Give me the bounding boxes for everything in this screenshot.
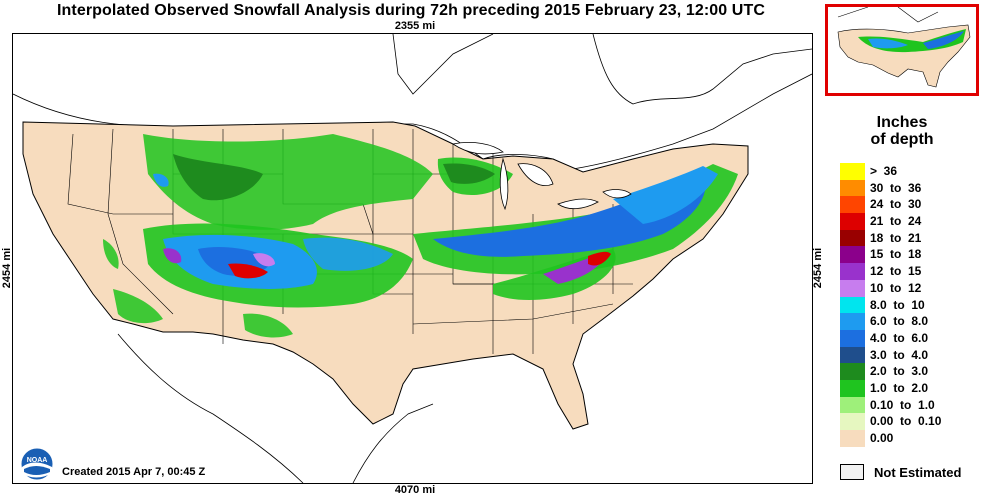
legend-swatch xyxy=(840,296,865,314)
legend-swatch xyxy=(840,263,865,280)
noaa-logo-icon: NOAA xyxy=(20,447,54,481)
legend-swatch xyxy=(840,363,865,380)
legend-swatch xyxy=(840,196,865,214)
snowfall-regions xyxy=(103,134,738,338)
legend-range-label: 18 to 21 xyxy=(870,230,922,245)
legend-range-label: 21 to 24 xyxy=(870,214,922,229)
legend-title-line1: Inches xyxy=(876,114,928,131)
legend-title: Inches of depth xyxy=(826,114,978,148)
map-title: Interpolated Observed Snowfall Analysis … xyxy=(57,2,765,19)
legend-range-label: 3.0 to 4.0 xyxy=(870,347,929,362)
right-distance-label: 2454 mi xyxy=(812,247,824,289)
legend-swatch xyxy=(840,229,865,247)
legend-swatch xyxy=(840,179,865,197)
legend-range-label: 6.0 to 8.0 xyxy=(870,314,929,329)
quebec-coast xyxy=(592,34,812,105)
mexico-outline xyxy=(117,333,434,483)
legend-swatch xyxy=(840,413,865,430)
legend-range-label: > 36 xyxy=(870,164,898,178)
snowfall-map-svg xyxy=(13,34,812,483)
top-distance-label: 2355 mi xyxy=(394,20,436,32)
bottom-distance-label: 4070 mi xyxy=(394,484,436,496)
legend-range-label: 0.10 to 1.0 xyxy=(870,397,935,412)
legend-swatch xyxy=(840,246,865,264)
legend-range-label: 10 to 12 xyxy=(870,280,922,295)
color-legend: Inches of depth > 36 30 to 36 24 to 30 21 t… xyxy=(826,96,978,496)
created-timestamp: Created 2015 Apr 7, 00:45 Z xyxy=(62,466,206,478)
legend-swatch xyxy=(840,213,865,230)
legend-swatch xyxy=(840,396,865,414)
snowfall-map[interactable] xyxy=(12,33,813,484)
legend-title-line2: of depth xyxy=(870,131,934,148)
locator-inset-svg xyxy=(837,7,971,88)
legend-range-label: 4.0 to 6.0 xyxy=(870,330,929,345)
legend-swatch xyxy=(840,379,865,397)
legend-range-label: 30 to 36 xyxy=(870,180,922,195)
locator-inset-map[interactable] xyxy=(825,4,979,96)
legend-swatch xyxy=(840,163,865,180)
legend-swatch xyxy=(840,329,865,347)
legend-range-label: 0.00 xyxy=(870,431,894,445)
noaa-logo-text: NOAA xyxy=(27,457,48,464)
great-lakes xyxy=(451,142,632,211)
legend-range-label: 1.0 to 2.0 xyxy=(870,380,929,395)
not-estimated-swatch xyxy=(840,464,864,480)
not-estimated-label: Not Estimated xyxy=(874,465,962,480)
legend-range-label: 2.0 to 3.0 xyxy=(870,364,929,379)
legend-range-label: 0.00 to 0.10 xyxy=(870,414,942,429)
legend-range-label: 8.0 to 10 xyxy=(870,297,925,312)
hudson-coast xyxy=(392,34,494,95)
noaa-logo: NOAA xyxy=(20,447,54,481)
legend-swatch xyxy=(840,313,865,330)
legend-range-label: 15 to 18 xyxy=(870,247,922,262)
legend-range-label: 12 to 15 xyxy=(870,264,922,279)
legend-swatch xyxy=(840,346,865,364)
legend-swatch xyxy=(840,430,865,447)
legend-swatch xyxy=(840,279,865,297)
legend-range-label: 24 to 30 xyxy=(870,197,922,212)
